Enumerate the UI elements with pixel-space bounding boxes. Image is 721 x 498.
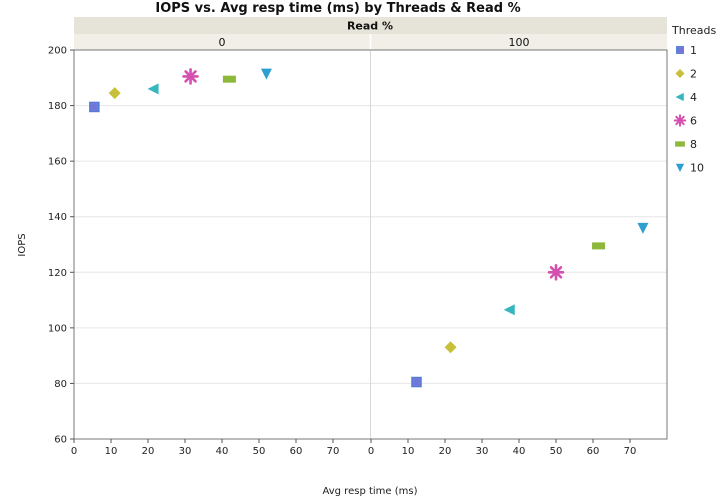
y-tick-label: 180 — [48, 101, 67, 112]
panel-background — [371, 50, 667, 439]
legend-marker-1 — [676, 46, 684, 54]
data-point-threads-10-read-100 — [637, 222, 649, 234]
x-tick-label: 50 — [253, 446, 266, 457]
x-tick-label: 20 — [439, 446, 452, 457]
x-tick-label: 0 — [71, 446, 77, 457]
legend-marker-6 — [673, 114, 687, 127]
legend-marker-8 — [675, 141, 685, 147]
y-tick-label: 140 — [48, 212, 67, 223]
panel-label-0: 0 — [219, 36, 226, 49]
data-point-threads-4-read-0 — [147, 83, 159, 95]
chart-title: IOPS vs. Avg resp time (ms) by Threads &… — [155, 1, 520, 16]
y-tick-label: 80 — [54, 379, 67, 390]
x-tick-label: 30 — [179, 446, 192, 457]
x-tick-label: 70 — [624, 446, 637, 457]
panel-label-100: 100 — [509, 36, 530, 49]
panel-header-100 — [371, 34, 667, 50]
data-point-threads-10-read-0 — [260, 68, 272, 80]
legend-label-2: 2 — [690, 68, 697, 81]
y-tick-label: 100 — [48, 323, 67, 334]
x-tick-label: 60 — [290, 446, 303, 457]
data-point-threads-8-read-100 — [592, 242, 606, 250]
legend-marker-10 — [675, 163, 685, 172]
plot-area: 60 80 100 120 140 160 180 200 0 10 20 30 40 50 60 70 0 10… — [48, 46, 668, 457]
x-tick-label: 50 — [550, 446, 563, 457]
x-tick-label: 20 — [142, 446, 155, 457]
panel-header-0 — [74, 34, 370, 50]
y-tick-label: 60 — [54, 435, 67, 446]
data-point-threads-4-read-100 — [503, 304, 515, 316]
legend-label-8: 8 — [690, 138, 697, 151]
legend-label-6: 6 — [690, 115, 697, 128]
data-point-threads-2-read-100 — [444, 341, 457, 354]
y-tick-label: 160 — [48, 157, 67, 168]
x-tick-label: 60 — [587, 446, 600, 457]
legend: Threads 1 2 4 6 8 10 — [671, 24, 716, 175]
legend-title: Threads — [671, 24, 716, 37]
y-axis-title: IOPS — [17, 233, 28, 256]
legend-label-1: 1 — [690, 44, 697, 57]
x-tick-label: 10 — [105, 446, 118, 457]
x-axis-title: Avg resp time (ms) — [322, 486, 417, 497]
legend-marker-4 — [675, 92, 684, 102]
data-point-threads-6-read-100 — [547, 263, 565, 281]
data-point-threads-2-read-0 — [108, 87, 121, 100]
facet-header-title: Read % — [347, 20, 393, 33]
panel-background — [74, 50, 370, 439]
y-tick-label: 120 — [48, 268, 67, 279]
x-tick-label: 10 — [402, 446, 415, 457]
x-tick-label: 70 — [327, 446, 340, 457]
x-tick-label: 0 — [368, 446, 374, 457]
facet-headers: Read % 0 100 — [74, 17, 667, 50]
data-point-threads-6-read-0 — [182, 68, 199, 85]
y-tick-label: 200 — [48, 46, 67, 57]
legend-label-4: 4 — [690, 91, 697, 104]
x-tick-label: 30 — [476, 446, 489, 457]
x-tick-label: 40 — [216, 446, 229, 457]
data-point-threads-8-read-0 — [222, 75, 236, 83]
data-point-threads-1-read-100 — [411, 376, 422, 388]
legend-marker-2 — [675, 69, 685, 78]
data-point-threads-1-read-0 — [89, 101, 100, 113]
legend-label-10: 10 — [690, 162, 704, 175]
x-tick-label: 40 — [513, 446, 526, 457]
facet-header-band — [74, 17, 667, 34]
